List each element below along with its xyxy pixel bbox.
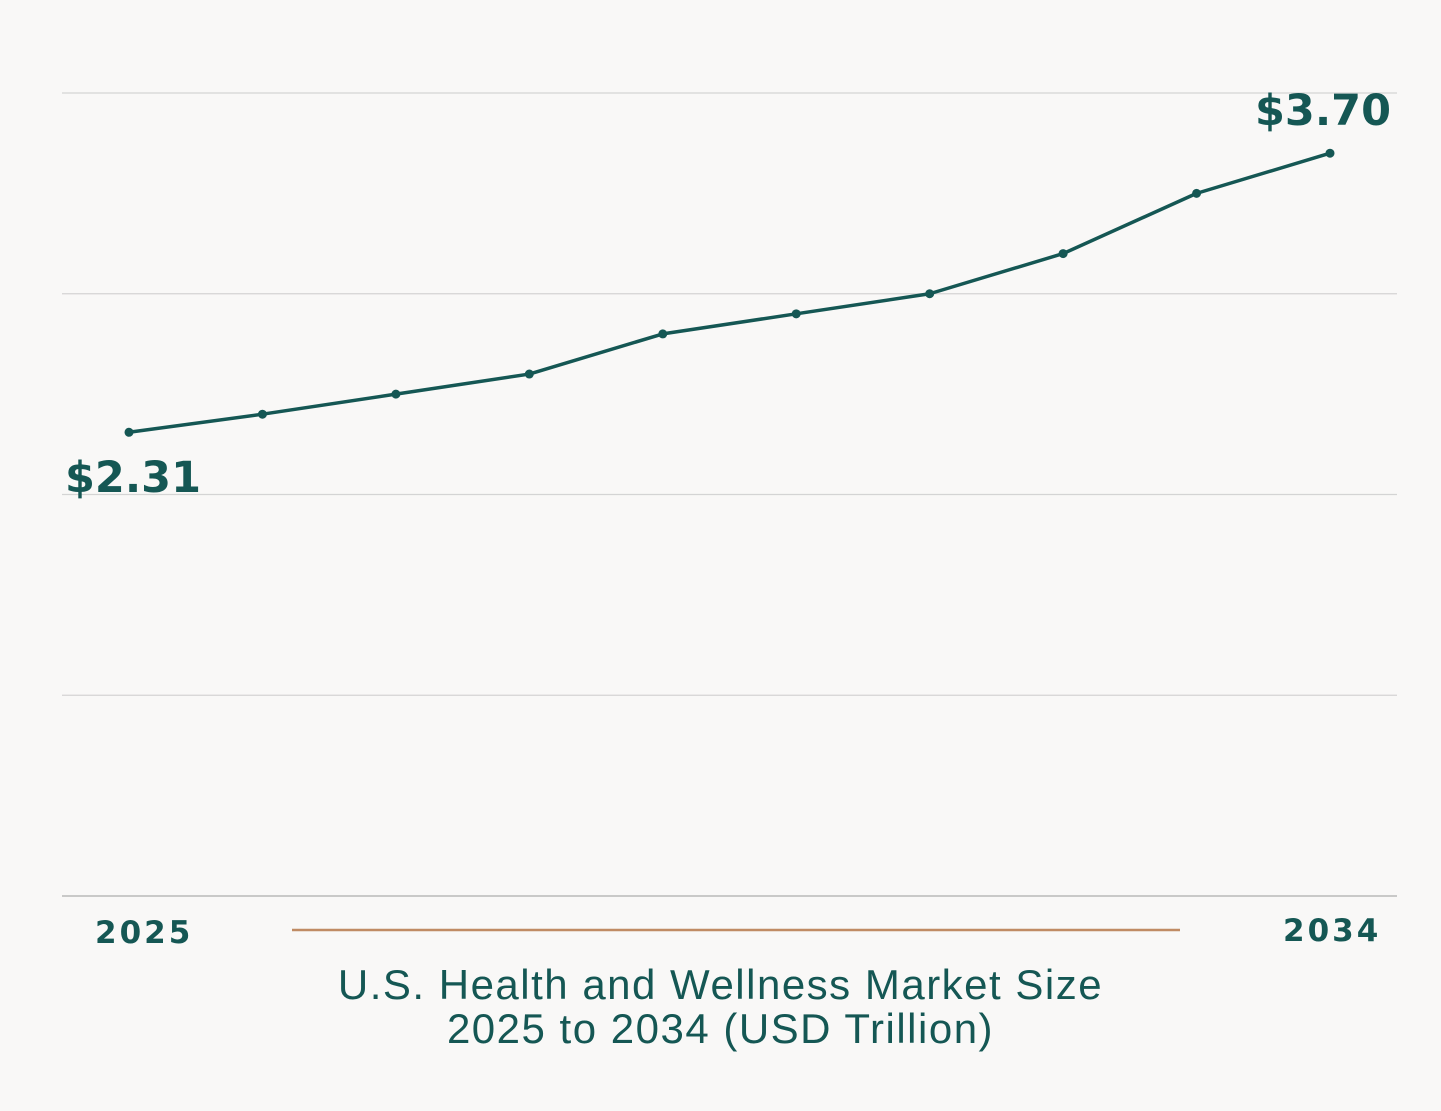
data-point-2032 <box>1058 249 1068 259</box>
start-value-label: $2.31 <box>65 453 201 503</box>
end-value-label: $3.70 <box>1255 86 1391 136</box>
x-tick-label-first: 2025 <box>95 915 193 951</box>
data-points <box>124 148 1335 437</box>
x-tick-label-last: 2034 <box>1283 913 1381 949</box>
series-line <box>127 151 1332 435</box>
data-point-2029 <box>658 329 668 339</box>
data-point-2028 <box>524 369 534 379</box>
data-point-2025 <box>124 427 134 437</box>
data-point-2027 <box>391 389 401 399</box>
data-point-2026 <box>257 409 267 419</box>
data-point-2033 <box>1192 188 1202 198</box>
chart-caption: U.S. Health and Wellness Market Size 202… <box>0 963 1441 1051</box>
data-point-2030 <box>791 309 801 319</box>
grid-lines <box>62 92 1397 897</box>
caption-line-2: 2025 to 2034 (USD Trillion) <box>446 1005 995 1052</box>
data-point-2031 <box>925 289 935 299</box>
data-point-2034 <box>1325 148 1335 158</box>
caption-line-1: U.S. Health and Wellness Market Size <box>337 961 1104 1008</box>
